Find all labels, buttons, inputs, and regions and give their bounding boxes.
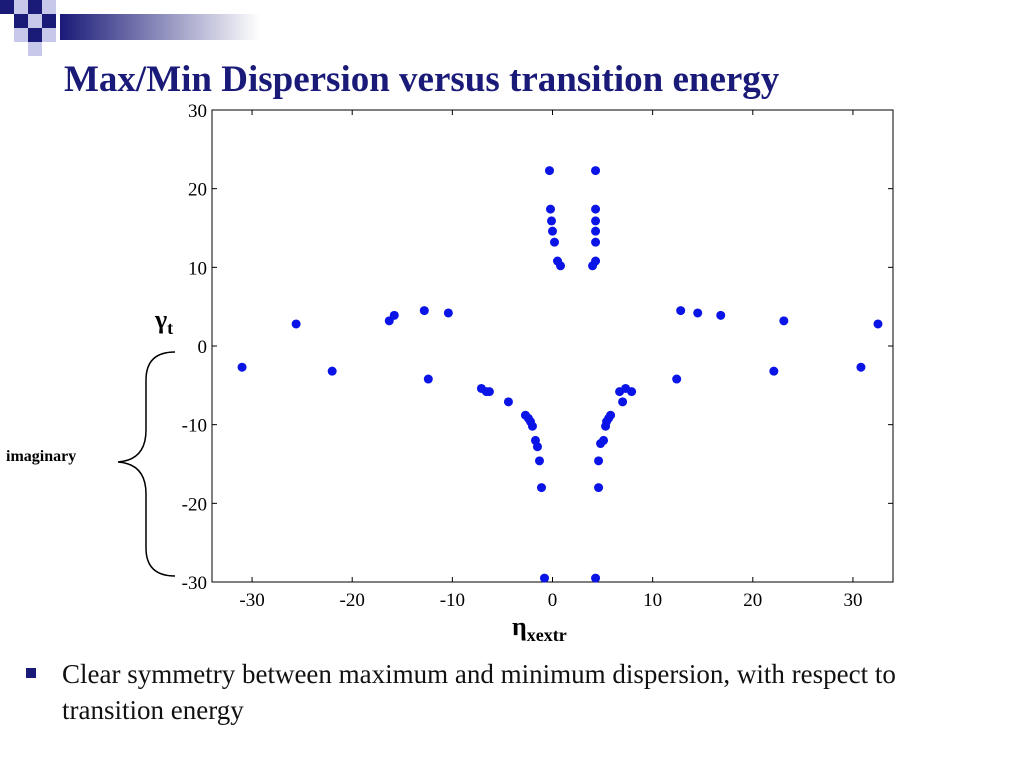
data-point bbox=[599, 435, 609, 445]
data-point bbox=[419, 306, 429, 316]
data-point bbox=[769, 366, 779, 376]
page-title: Max/Min Dispersion versus transition ene… bbox=[64, 59, 780, 100]
y-tick-label: 30 bbox=[188, 101, 207, 122]
imaginary-brace bbox=[117, 351, 176, 577]
plot-area-border bbox=[211, 109, 894, 583]
data-point bbox=[618, 397, 628, 407]
data-point bbox=[539, 573, 549, 583]
data-point bbox=[534, 456, 544, 466]
y-tick-label: -20 bbox=[182, 494, 207, 515]
y-tick-label: 10 bbox=[188, 258, 207, 279]
y-tick-label: -10 bbox=[182, 416, 207, 437]
square-bullet-icon bbox=[26, 668, 36, 678]
data-point bbox=[779, 316, 789, 326]
axis-ticks: -30 -20 -10 0 10 20 30 30 20 10 0 -10 -20 -30 bbox=[182, 101, 893, 611]
data-point bbox=[591, 166, 601, 176]
data-point bbox=[672, 374, 682, 384]
data-point bbox=[548, 226, 557, 236]
x-tick-label: 0 bbox=[548, 590, 558, 611]
y-tick-label: 0 bbox=[198, 337, 208, 358]
data-point bbox=[591, 216, 601, 226]
data-point bbox=[873, 319, 883, 329]
imaginary-label: imaginary bbox=[6, 448, 77, 465]
data-point bbox=[556, 261, 566, 271]
data-point bbox=[544, 166, 554, 176]
data-point bbox=[546, 216, 556, 226]
data-point bbox=[591, 256, 601, 266]
data-point bbox=[693, 308, 703, 318]
data-point bbox=[591, 204, 601, 214]
bullet-text: Clear symmetry between maximum and minim… bbox=[62, 659, 896, 725]
header-decoration bbox=[0, 0, 260, 56]
data-point bbox=[389, 310, 399, 320]
data-point bbox=[716, 310, 726, 320]
data-point bbox=[591, 226, 601, 236]
data-point bbox=[443, 308, 453, 318]
x-tick-label: -30 bbox=[239, 590, 264, 611]
data-point bbox=[550, 237, 560, 247]
data-point bbox=[291, 319, 301, 329]
data-point bbox=[676, 306, 686, 316]
x-tick-label: 10 bbox=[643, 590, 662, 611]
data-point bbox=[237, 362, 247, 372]
y-tick-label: -30 bbox=[182, 573, 207, 594]
data-points bbox=[237, 166, 883, 583]
x-axis-label: ηxextr bbox=[512, 612, 567, 646]
x-tick-label: -10 bbox=[440, 590, 465, 611]
data-point bbox=[532, 442, 542, 452]
data-point bbox=[591, 237, 601, 247]
data-point bbox=[423, 374, 433, 384]
data-point bbox=[327, 366, 337, 376]
data-point bbox=[856, 362, 866, 372]
x-tick-label: -20 bbox=[340, 590, 365, 611]
data-point bbox=[527, 421, 537, 431]
data-point bbox=[627, 387, 637, 397]
x-tick-label: 30 bbox=[843, 590, 862, 611]
data-point bbox=[591, 573, 601, 583]
data-point bbox=[594, 456, 604, 466]
data-point bbox=[545, 204, 555, 214]
x-tick-label: 20 bbox=[743, 590, 762, 611]
plot-frame bbox=[211, 109, 894, 583]
data-point bbox=[594, 483, 604, 493]
y-tick-label: 20 bbox=[188, 180, 207, 201]
data-point bbox=[484, 387, 494, 397]
data-point bbox=[503, 397, 513, 407]
data-point bbox=[536, 483, 546, 493]
y-axis-label: γt bbox=[155, 305, 174, 339]
data-point bbox=[606, 410, 616, 420]
